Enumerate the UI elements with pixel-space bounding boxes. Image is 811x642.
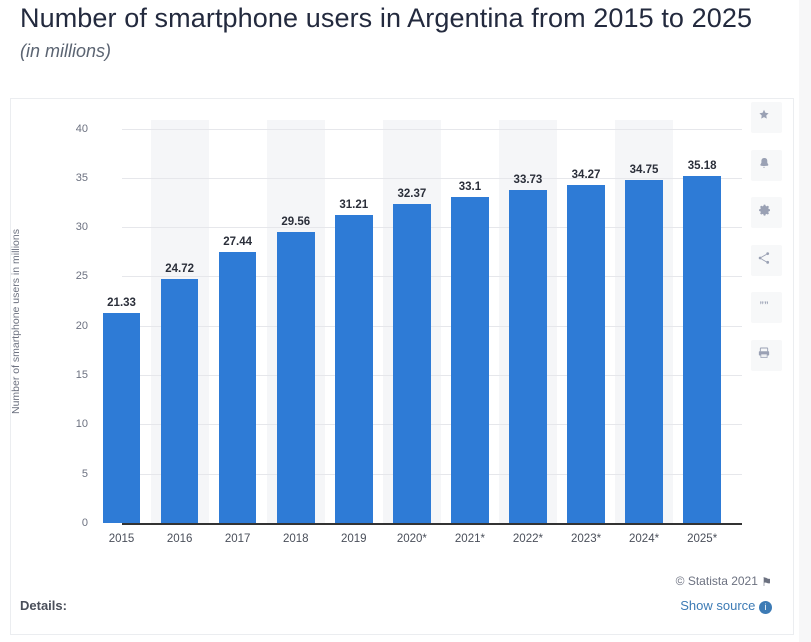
svg-text:””: ””	[759, 300, 768, 310]
